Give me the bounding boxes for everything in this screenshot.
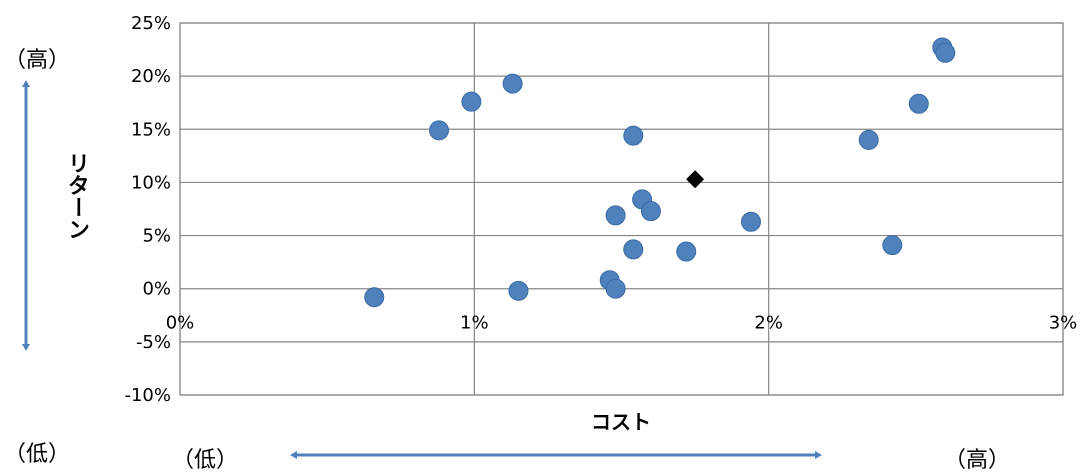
y-arrow-head-up [22, 80, 30, 87]
y-high-annotation: （高） [4, 48, 71, 73]
y-tick-label: 5% [142, 226, 171, 247]
direction-arrows [22, 80, 822, 459]
x-low-annotation: （低） [172, 448, 239, 473]
circle-point [364, 287, 385, 308]
circle-point [858, 129, 879, 150]
x-tick-label: 0% [166, 313, 195, 334]
circle-point [908, 93, 929, 114]
circle-point [623, 239, 644, 260]
circle-point [640, 201, 661, 222]
circle-point [676, 241, 697, 262]
x-high-annotation: （高） [944, 448, 1011, 473]
circle-point [508, 280, 529, 301]
y-tick-label: 20% [131, 66, 171, 87]
y-low-annotation: （低） [4, 442, 71, 467]
circle-point [605, 205, 626, 226]
y-tick-label: 0% [142, 279, 171, 300]
y-tick-label: 10% [131, 172, 171, 193]
circle-point [605, 278, 626, 299]
y-arrow-head-down [22, 344, 30, 351]
y-axis-title: リターン [64, 152, 89, 240]
x-arrow-head-right [815, 451, 822, 459]
y-tick-label: 25% [131, 13, 171, 34]
circle-point [882, 235, 903, 256]
x-tick-label: 3% [1049, 313, 1078, 334]
y-tick-label: 15% [131, 119, 171, 140]
y-tick-label: -5% [136, 332, 171, 353]
x-tick-label: 1% [460, 313, 489, 334]
data-points [364, 37, 956, 308]
circle-point [429, 120, 450, 141]
diamond-point [686, 170, 705, 189]
circle-point [623, 125, 644, 146]
circle-point [461, 91, 482, 112]
circle-point [502, 73, 523, 94]
circle-point [935, 42, 956, 63]
y-tick-label: -10% [124, 385, 171, 406]
x-arrow-head-left [290, 451, 297, 459]
x-axis-title: コスト [591, 410, 651, 434]
circle-point [741, 211, 762, 232]
tick-labels: 25%20%15%10%5%0%-5%-10%0% 1% 2% 3% [124, 13, 1077, 406]
x-tick-label: 2% [754, 313, 783, 334]
plot-border [179, 22, 1064, 396]
